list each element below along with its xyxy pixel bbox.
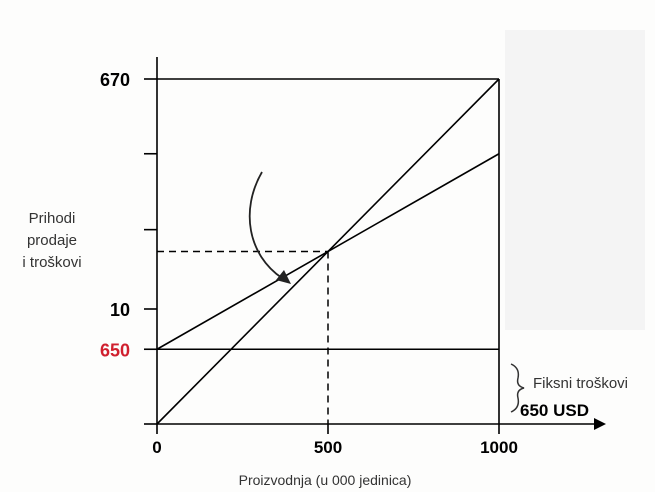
background-texture bbox=[505, 30, 645, 330]
x-axis-label: Proizvodnja (u 000 jedinica) bbox=[239, 472, 412, 488]
break-even-arrow-head bbox=[276, 270, 291, 284]
y-axis-label-line1: Prihodi bbox=[29, 210, 76, 227]
x-tick-label-1: 500 bbox=[314, 438, 342, 457]
y-tick-label-2: 10 bbox=[110, 300, 130, 320]
break-even-arrow-curve bbox=[248, 171, 283, 279]
fixed-cost-value: 650 USD bbox=[520, 401, 589, 420]
fixed-cost-brace bbox=[510, 363, 525, 413]
y-tick-label-1: 650 bbox=[100, 340, 130, 360]
x-tick-label-0: 0 bbox=[152, 438, 161, 457]
x-axis-arrowhead bbox=[594, 418, 606, 430]
y-axis-label-line2: prodaje bbox=[27, 232, 77, 249]
x-tick-label-2: 1000 bbox=[480, 438, 518, 457]
y-tick-label-5: 670 bbox=[100, 70, 130, 90]
y-axis-label-line3: i troškovi bbox=[22, 254, 81, 271]
fixed-cost-label: Fiksni troškovi bbox=[533, 375, 628, 392]
